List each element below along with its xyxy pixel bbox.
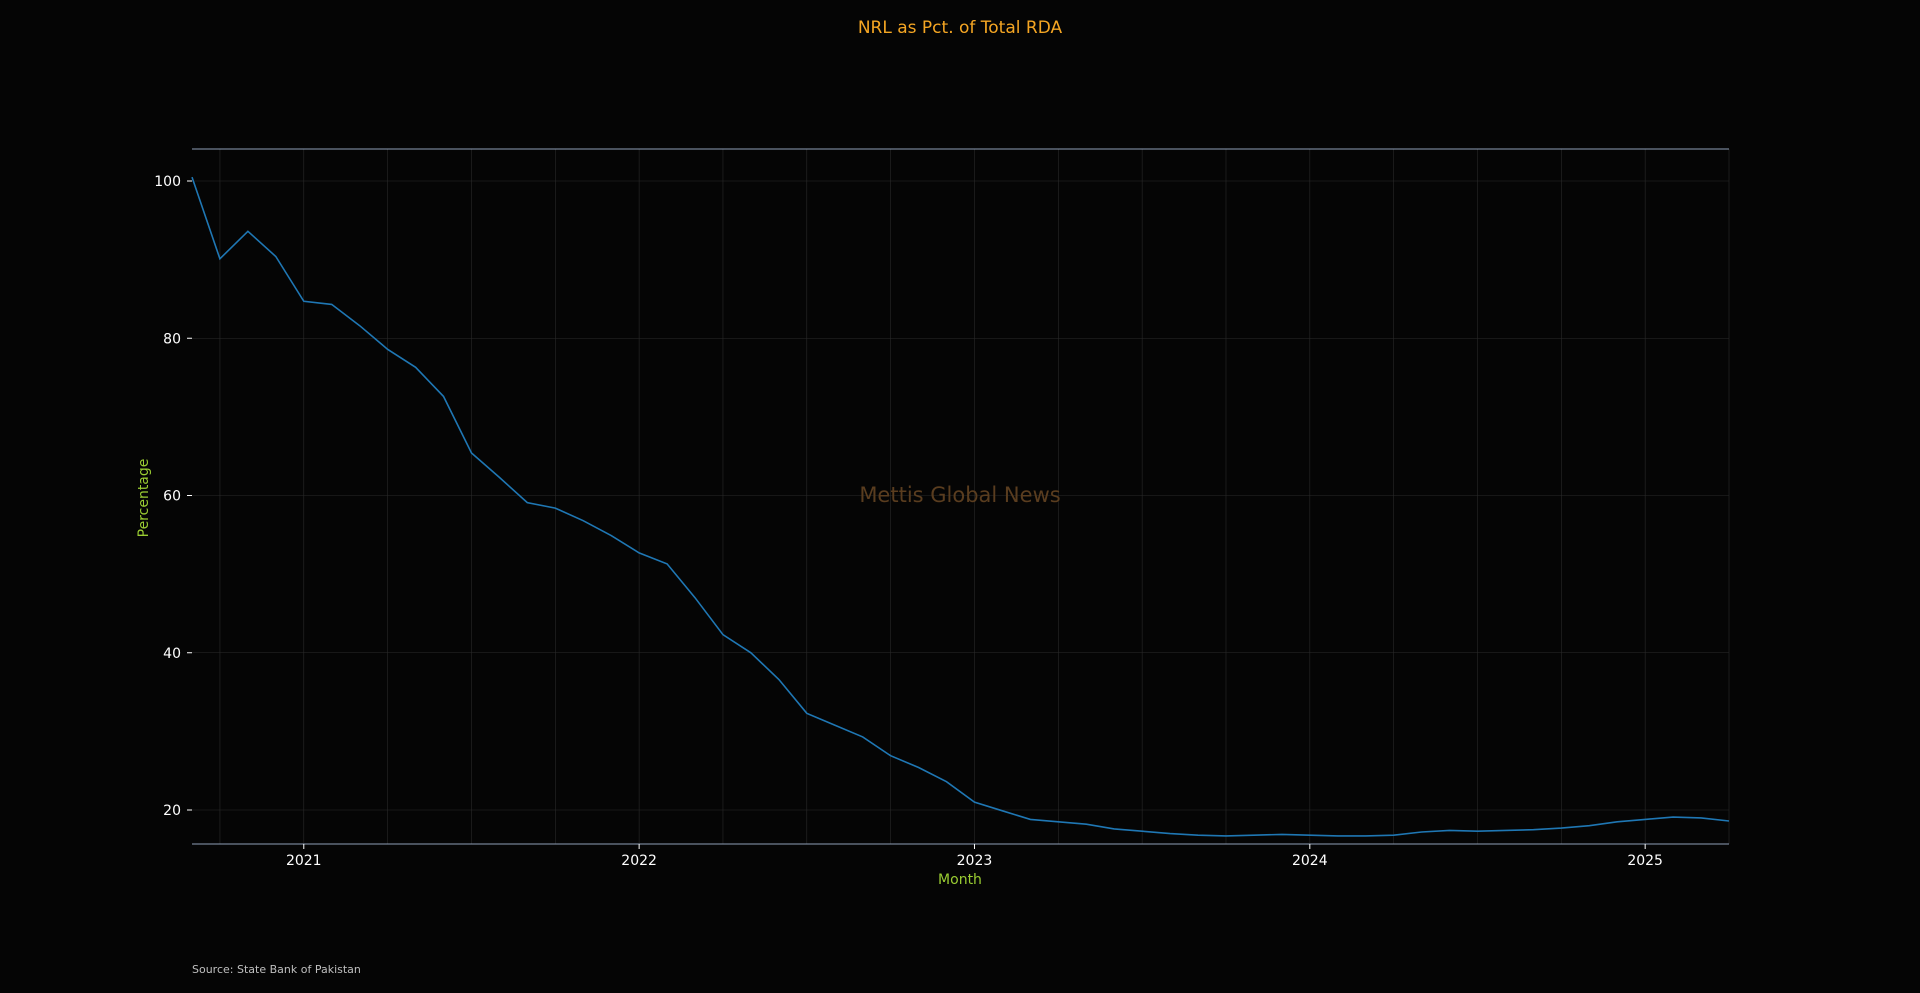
series-line (191, 176, 1730, 837)
y-axis-label: Percentage (136, 459, 152, 538)
y-axis-ticks: 20 40 60 80 100 (154, 174, 192, 819)
x-tick-label: 2021 (286, 853, 322, 869)
x-tick-label: 2024 (1292, 853, 1328, 869)
y-tick-label: 60 (163, 489, 181, 505)
x-axis-ticks: 2021 2022 2023 2024 2025 (286, 844, 1663, 869)
y-tick-label: 80 (163, 331, 181, 347)
chart-title: NRL as Pct. of Total RDA (858, 18, 1063, 38)
source-note: Source: State Bank of Pakistan (192, 963, 361, 976)
x-tick-label: 2025 (1627, 853, 1663, 869)
watermark: Mettis Global News (859, 483, 1060, 507)
y-tick-label: 100 (154, 174, 181, 190)
x-axis-label: Month (938, 872, 982, 888)
x-tick-label: 2023 (957, 853, 993, 869)
x-tick-label: 2022 (621, 853, 657, 869)
y-tick-label: 20 (163, 803, 181, 819)
y-tick-label: 40 (163, 646, 181, 662)
grid (192, 149, 1730, 844)
